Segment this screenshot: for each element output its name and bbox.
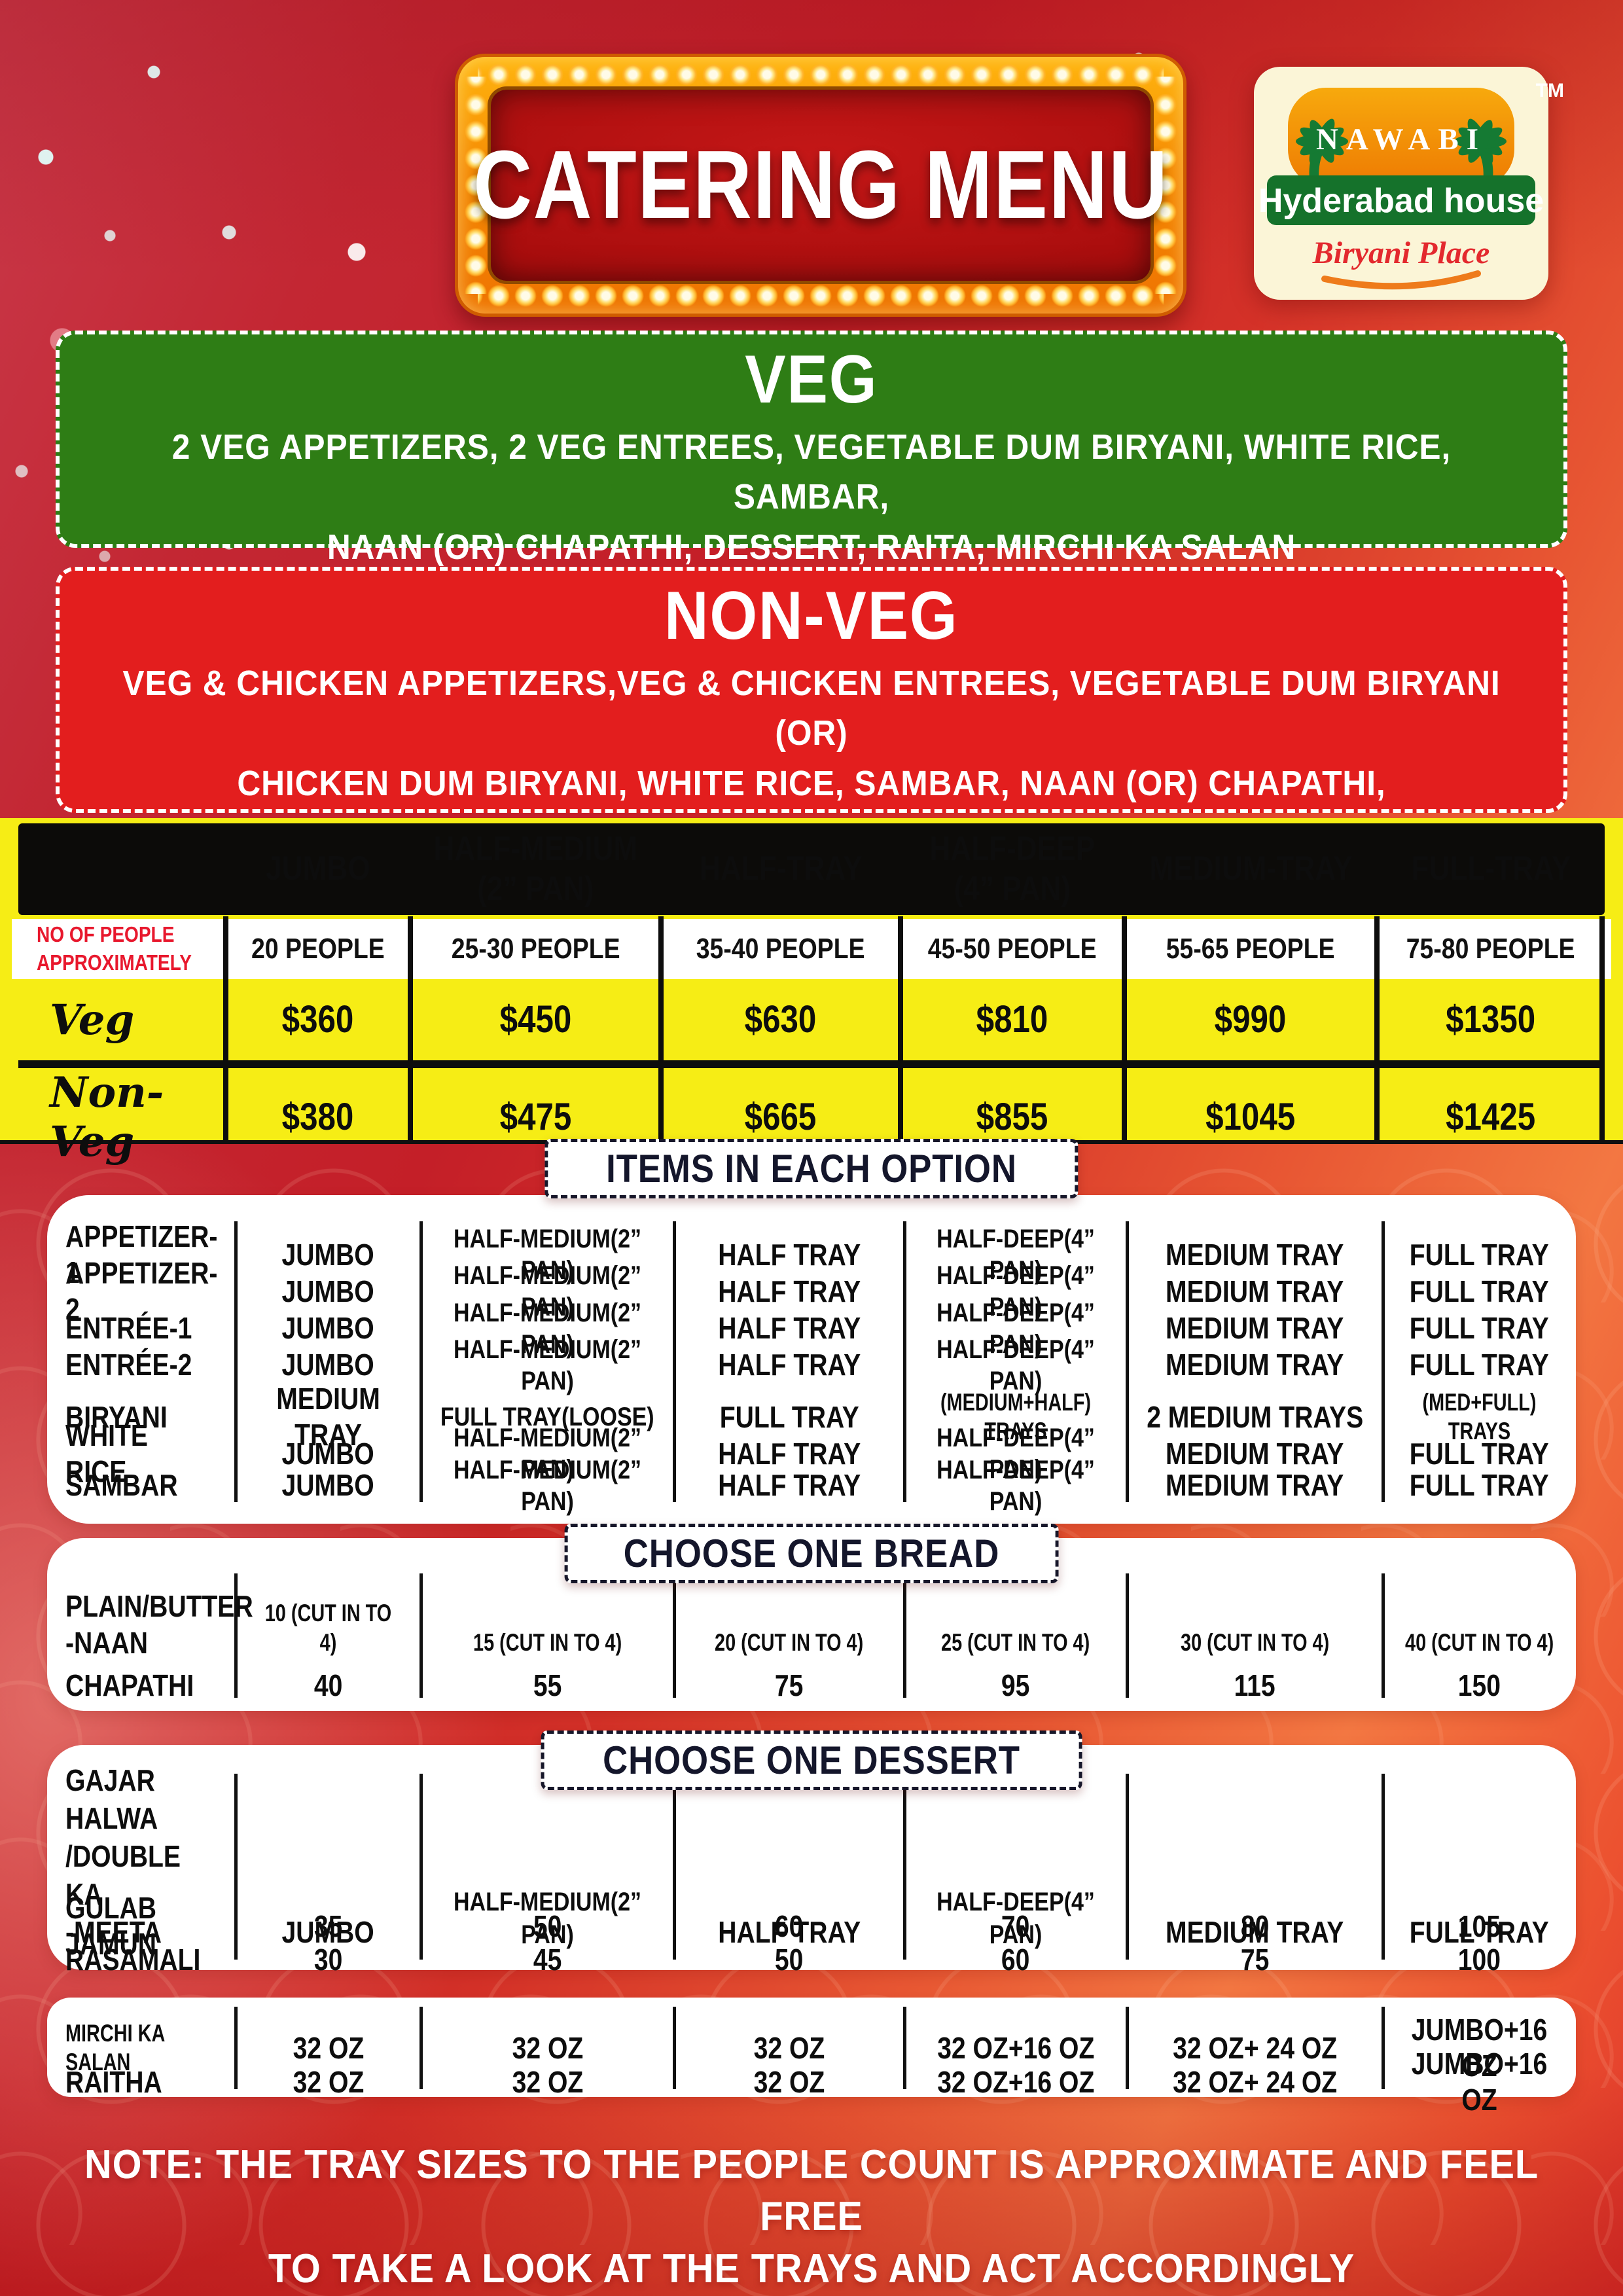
items-row: WHITE RICE JUMBO HALF-MEDIUM(2” PAN) HAL… [47, 1418, 1576, 1488]
marquee-inner-panel: CATERING MENU [473, 90, 1168, 281]
bread-label: CHAPATHI [65, 1668, 194, 1702]
items-row: ENTRÉE-2 JUMBO HALF-MEDIUM(2” PAN) HALF … [65, 1335, 1549, 1395]
logo-green-bar [1267, 175, 1535, 225]
nonveg-price: $855 [976, 1096, 1048, 1139]
nonveg-price: $475 [499, 1096, 572, 1139]
logo-swoosh [1321, 270, 1481, 290]
dessert-label: RASAMALI [65, 1943, 201, 1977]
people-count: 75-80 PEOPLE [1406, 932, 1575, 965]
items-row: SAMBAR JUMBO HALF-MEDIUM(2” PAN) HALF TR… [65, 1456, 1549, 1516]
dessert-header-row: GAJAR HALWA /DOUBLE KA -MEETA JUMBO HALF… [47, 1762, 1576, 1949]
trademark-symbol: TM [1535, 80, 1564, 101]
people-count-row: NO OF PEOPLE APPROXIMATELY 20 PEOPLE 25-… [18, 919, 1605, 979]
veg-title: VEG [745, 342, 878, 418]
item-label: ENTRÉE-1 [65, 1311, 192, 1346]
veg-price: $810 [976, 998, 1048, 1041]
column-header: HALF-DEEP (4” PAN) [929, 829, 1096, 908]
logo-graphic: NAWABI Hyderabad house Biryani Place [1254, 67, 1548, 300]
tray-size-header-row: JUMBO HALF-MEDIUM (2” PAN) HALF-TRAY HAL… [18, 823, 1605, 915]
nonveg-price: $1045 [1205, 1096, 1296, 1139]
veg-price: $360 [282, 998, 354, 1041]
tray-header: HALF TRAY [718, 1914, 861, 1949]
veg-price: $450 [499, 998, 572, 1041]
logo-sunset-shape [1288, 88, 1514, 187]
naan-row: PLAIN/BUTTER -NAAN 10 (CUT IN TO 4) 15 (… [47, 1555, 1576, 1668]
logo-tagline: Biryani Place [1312, 236, 1490, 270]
logo-house: Hyderabad house [1258, 182, 1544, 220]
column-header: HALF-MEDIUM (2” PAN) [433, 829, 638, 908]
pricing-table: JUMBO HALF-MEDIUM (2” PAN) HALF-TRAY HAL… [0, 818, 1623, 1166]
item-label: BIRYANI [65, 1399, 168, 1434]
row-divider [18, 1060, 1605, 1068]
items-row: APPETIZER-1 JUMBO HALF-MEDIUM(2” PAN) HA… [47, 1219, 1576, 1289]
veg-package-box: VEG 2 VEG APPETIZERS, 2 VEG ENTREES, VEG… [56, 331, 1567, 567]
marquee-bulbs-bottom [478, 282, 1164, 310]
veg-price: $990 [1215, 998, 1287, 1041]
dessert-row: RASAMALI 30 45 50 60 75 100 [47, 1939, 1576, 1982]
logo-name: NAWABI [1316, 122, 1486, 156]
veg-price: $630 [745, 998, 817, 1041]
items-row: APPETIZER-2 JUMBO HALF-MEDIUM(2” PAN) HA… [47, 1255, 1576, 1326]
header-empty-cell [18, 823, 226, 915]
dessert-label: GAJAR HALWA /DOUBLE KA -MEETA [65, 1763, 181, 1949]
dessert-row: GULAB JAMUN 35 50 60 70 80 105 [47, 1890, 1576, 1961]
nonveg-price: $665 [745, 1096, 817, 1139]
people-count: 35-40 PEOPLE [696, 932, 865, 965]
veg-price-row: Veg $360 $450 $630 $810 $990 $1350 [18, 979, 1605, 1060]
item-label: APPETIZER-1 [65, 1219, 218, 1290]
people-count: 20 PEOPLE [251, 932, 385, 965]
items-section-title: ITEMS IN EACH OPTION [544, 1139, 1079, 1198]
people-count: 45-50 PEOPLE [928, 932, 1097, 965]
people-row-label: NO OF PEOPLE APPROXIMATELY [37, 922, 192, 975]
nonveg-title: NON-VEG [664, 578, 959, 654]
condiment-label: RAITHA [65, 2064, 162, 2099]
dessert-section-title: CHOOSE ONE DESSERT [541, 1731, 1082, 1790]
marquee-bulbs-top [478, 61, 1164, 88]
people-count: 55-65 PEOPLE [1166, 932, 1335, 965]
items-panel: APPETIZER-1 JUMBO HALF-MEDIUM(2” PAN) HA… [47, 1195, 1576, 1524]
veg-price: $1350 [1446, 998, 1536, 1041]
item-label: SAMBAR [65, 1468, 178, 1503]
bread-label: PLAIN/BUTTER -NAAN [65, 1588, 253, 1660]
nonveg-price-row: Non-Veg $380 $475 $665 $855 $1045 $1425 [18, 1068, 1605, 1166]
column-header: FULL-TRAY [1411, 850, 1571, 888]
item-label: ENTRÉE-2 [65, 1348, 192, 1382]
dessert-label: GULAB JAMUN [65, 1891, 157, 1962]
nonveg-package-box: NON-VEG VEG & CHICKEN APPETIZERS,VEG & C… [56, 567, 1567, 853]
items-row: ENTRÉE-1 JUMBO HALF-MEDIUM(2” PAN) HALF … [65, 1299, 1549, 1359]
catering-menu-sign: CATERING MENU [455, 54, 1186, 317]
item-label: APPETIZER-2 [65, 1256, 218, 1327]
column-header: MEDIUM-TRAY [1149, 850, 1353, 888]
condiment-row: MIRCHI KA SALAN 32 OZ 32 OZ 32 OZ 32 OZ+… [65, 2013, 1548, 2083]
page-title: CATERING MENU [473, 131, 1169, 239]
tray-header: HALF-DEEP(4” PAN) [936, 1887, 1095, 1950]
bread-section-title: CHOOSE ONE BREAD [564, 1524, 1059, 1583]
tray-header: MEDIUM TRAY [1166, 1914, 1344, 1949]
item-label: WHITE RICE [65, 1418, 148, 1489]
condiment-row: RAITHA 32 OZ 32 OZ 32 OZ 32 OZ+16 OZ 32 … [65, 2047, 1548, 2117]
nonveg-row-label: Non-Veg [50, 1068, 164, 1166]
tray-header: FULL TRAY [1410, 1914, 1549, 1949]
people-row-background [12, 919, 1611, 979]
nonveg-price: $380 [282, 1096, 354, 1139]
column-header: JUMBO [266, 850, 370, 888]
people-count: 25-30 PEOPLE [451, 932, 620, 965]
items-row: BIRYANI MEDIUM TRAY FULL TRAY(LOOSE) FUL… [65, 1382, 1537, 1452]
nonveg-price: $1425 [1446, 1096, 1536, 1139]
condiment-label: MIRCHI KA SALAN [65, 2019, 165, 2076]
column-header: HALF-TRAY [699, 850, 863, 888]
veg-description: 2 VEG APPETIZERS, 2 VEG ENTREES, VEGETAB… [171, 427, 1452, 567]
tray-header: HALF-MEDIUM(2” PAN) [453, 1887, 642, 1950]
restaurant-logo: NAWABI Hyderabad house Biryani Place TM [1247, 58, 1564, 309]
condiments-panel: MIRCHI KA SALAN 32 OZ 32 OZ 32 OZ 32 OZ+… [47, 1998, 1576, 2117]
veg-row-label: Veg [50, 995, 135, 1045]
chapathi-row: CHAPATHI 40 55 75 95 115 150 [47, 1668, 1576, 1702]
footer-note: NOTE: THE TRAY SIZES TO THE PEOPLE COUNT… [84, 2142, 1539, 2291]
tray-header: JUMBO [281, 1914, 375, 1949]
